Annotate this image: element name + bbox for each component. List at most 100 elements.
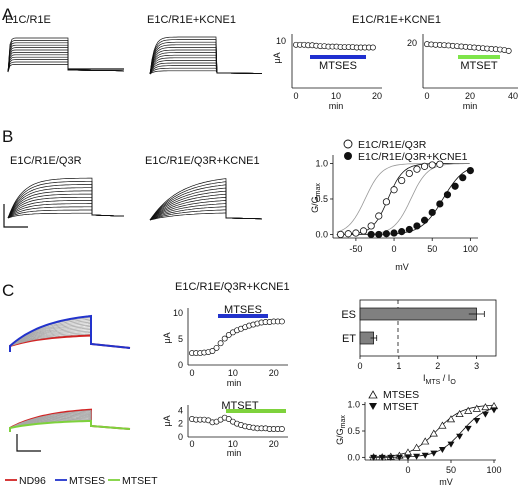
current-trace [7,193,125,219]
mtses-bar-label: MTSES [224,304,262,316]
current-traces-mtses-overlay [9,314,131,352]
time-course-a-mtses: μA 10 0 10 20 min MTSES [272,34,382,111]
overlay-trace [9,330,131,352]
current-traces-e1c-r1e [7,37,125,73]
legend-marker-filled-circle [344,152,352,160]
legend-label-mtses: MTSES [383,389,419,401]
overlay-trace [9,419,131,432]
data-point [390,229,398,237]
x-tick-label: 10 [228,439,238,449]
current-trace [7,209,125,219]
current-trace [149,190,263,221]
x-tick-label: 0 [293,91,298,101]
label-c-q3r-kcne1: E1C/R1E/Q3R+KCNE1 [175,281,290,293]
x-tick-label: 0 [405,465,410,475]
scale-bar [3,204,28,228]
current-trace [149,212,263,221]
data-point [505,47,512,54]
current-trace [149,49,263,75]
current-trace [7,40,125,73]
current-trace [7,184,125,219]
x-tick-label: 20 [269,368,279,378]
current-trace [149,193,263,221]
current-trace [7,200,125,219]
boltzmann-fit-mtset [369,408,494,458]
current-trace [7,187,125,219]
data-point [352,229,360,237]
data-point [337,230,345,239]
x-tick-label: 100 [486,465,501,475]
panel-letter-c: C [2,281,14,300]
current-trace [149,187,263,221]
data-point [344,230,352,238]
current-trace [7,44,125,73]
x-tick-label: 0 [392,244,397,254]
x-axis-label: min [227,448,242,458]
y-tick-label: 1.0 [347,400,360,410]
overlay-trace [9,314,131,352]
x-tick-label: 0 [357,361,362,371]
boltzmann-fit-left [336,163,470,233]
gv-chart-b: G/Gmax -50 0 50 100 0.0 0.5 1.0 mV E1C/R1E/Q3R… [310,139,478,272]
data-point [413,165,421,173]
data-point [398,176,406,185]
y-tick-label: 10 [173,308,183,318]
x-tick-label: 50 [446,465,456,475]
data-point [225,331,232,338]
data-point [421,437,430,445]
current-trace [7,54,125,73]
y-tick-label: 0.5 [347,426,360,436]
data-point [472,404,481,412]
boltzmann-fit-mtses [369,404,494,458]
x-axis-label: min [329,101,344,111]
ratio-bar-chart: ES ET 0 1 2 3 IMTS / IO [341,299,497,386]
category-label: ET [342,333,356,345]
data-point [466,167,474,175]
current-trace [149,67,263,75]
time-course-c-mtses: μA 0 10 20 0 5 10 min MTSES [162,304,288,388]
time-course-a-mtset: 20 0 20 40 min MTSET [407,34,518,111]
x-tick-label: 100 [463,244,478,254]
data-point [367,230,375,239]
current-trace [149,54,263,75]
data-point [405,225,413,234]
current-trace [7,42,125,73]
data-point [390,186,398,194]
x-tick-label: 20 [465,91,475,101]
legend-marker-filled-triangle [369,403,377,410]
y-axis-label: μA [162,332,172,343]
data-point [481,403,490,411]
legend-label-q3r: E1C/R1E/Q3R [358,139,427,151]
y-tick-label: 5 [178,334,183,344]
data-point [375,230,383,239]
scale-bar [16,434,41,452]
data-point [404,454,412,461]
x-tick-label: 50 [427,244,437,254]
data-point [421,452,429,459]
x-tick-label: 0 [424,91,429,101]
current-trace [149,60,263,75]
x-axis-label: min [227,378,242,388]
legend-marker-open-circle [343,139,353,149]
current-trace [7,206,125,219]
data-point [443,191,452,199]
data-point [221,335,228,342]
x-tick-label: 40 [508,91,518,101]
current-trace [7,61,125,73]
y-axis-label: μA [272,52,282,63]
gv-chart-c: G/Gmax 0 50 100 0.0 0.5 1.0 mV MTSES MTSET [335,389,502,487]
data-point [367,222,375,230]
legend-label-mtses: MTSES [69,475,105,487]
current-trace [7,47,125,73]
data-point [447,441,455,448]
data-point [436,200,444,208]
data-point [436,160,444,168]
boltzmann-fit-q3r [336,163,470,235]
current-trace [7,59,125,73]
current-trace [149,200,263,221]
category-label: ES [341,309,356,321]
current-trace [149,47,263,75]
current-trace [7,52,125,73]
overlay-trace [9,324,131,352]
